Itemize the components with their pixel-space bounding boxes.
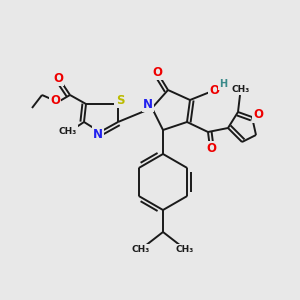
Text: N: N: [143, 98, 153, 110]
Text: CH₃: CH₃: [59, 127, 77, 136]
Text: N: N: [93, 128, 103, 140]
Text: S: S: [116, 94, 124, 106]
Text: O: O: [209, 83, 219, 97]
Text: O: O: [152, 65, 162, 79]
Text: CH₃: CH₃: [176, 245, 194, 254]
Text: O: O: [50, 94, 60, 107]
Text: O: O: [53, 71, 63, 85]
Text: O: O: [253, 109, 263, 122]
Text: CH₃: CH₃: [132, 245, 150, 254]
Text: O: O: [206, 142, 216, 155]
Text: CH₃: CH₃: [232, 85, 250, 94]
Text: H: H: [219, 79, 227, 89]
